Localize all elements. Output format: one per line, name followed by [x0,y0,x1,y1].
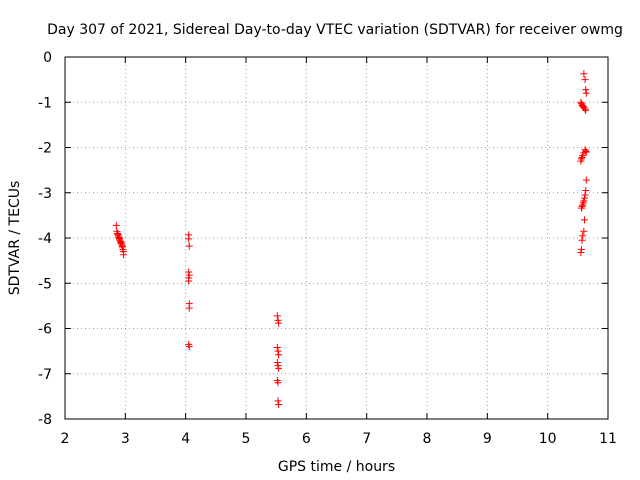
y-tick-label: -6 [38,322,52,338]
data-point [273,312,281,320]
y-tick-label: -4 [38,231,52,247]
data-point [274,347,282,355]
data-point [582,89,590,97]
y-tick-label: -3 [38,186,52,202]
data-point [185,304,193,312]
data-points [112,70,590,409]
grid-lines [65,57,608,419]
data-point [579,152,587,160]
data-point [273,344,281,352]
data-point [275,401,283,409]
x-axis-label: GPS time / hours [278,459,395,475]
data-point [579,201,587,209]
x-tick-label: 2 [61,431,70,447]
data-point [274,397,282,405]
data-point [580,70,588,78]
chart-title: Day 307 of 2021, Sidereal Day-to-day VTE… [47,22,623,38]
data-point [577,204,585,212]
y-tick-label: -1 [38,95,52,111]
data-point [275,351,283,359]
data-point [112,221,120,229]
data-point [273,358,281,366]
data-point [582,147,590,155]
data-point [274,379,282,387]
data-point [185,268,193,276]
data-point [580,197,588,205]
x-tick-label: 8 [423,431,432,447]
data-point [581,76,589,84]
data-point [185,235,193,243]
data-point [577,245,585,253]
data-point [275,364,283,372]
x-tick-label: 4 [181,431,190,447]
plot-frame [64,56,609,420]
x-tick-label: 5 [242,431,251,447]
data-point [581,105,589,113]
data-point [582,186,590,194]
data-point [185,242,193,250]
data-point [577,248,585,256]
y-tick-label: 0 [43,50,52,66]
data-point [577,157,585,165]
data-point [578,236,586,244]
y-tick-label: -8 [38,412,52,428]
x-tick-label: 3 [121,431,130,447]
data-point [582,86,590,94]
y-tick-label: -5 [38,276,52,292]
data-point [580,227,588,235]
data-point [579,232,587,240]
data-point [580,216,588,224]
data-point [578,153,586,161]
data-point [120,251,128,259]
x-tick-labels: 2 3 4 5 6 7 8 9 10 11 [61,431,617,447]
data-point [582,106,590,114]
y-axis-label: SDTVAR / TECUs [7,181,23,296]
x-tick-label: 7 [362,431,371,447]
data-point [114,230,122,238]
data-point [115,235,123,243]
y-tick-label: -2 [38,141,52,157]
data-point [578,202,586,210]
data-point [185,343,193,351]
x-tick-label: 10 [539,431,557,447]
y-tick-label: -7 [38,367,52,383]
x-tick-label: 9 [483,431,492,447]
x-tick-label: 6 [302,431,311,447]
axis-ticks [64,56,609,420]
y-tick-labels: 0 -1 -2 -3 -4 -5 -6 -7 -8 [38,50,52,428]
data-point [118,242,126,250]
data-point [275,319,283,327]
x-tick-label: 11 [599,431,617,447]
data-point [582,176,590,184]
data-point [581,191,589,199]
data-point [185,277,193,285]
